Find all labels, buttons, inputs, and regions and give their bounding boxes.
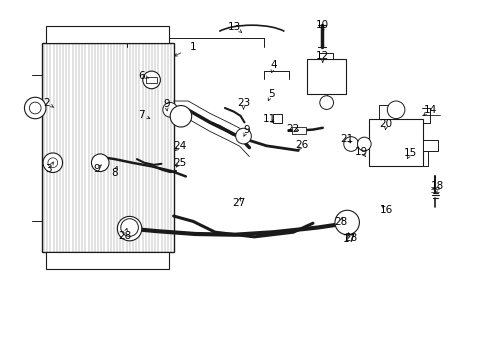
Ellipse shape bbox=[163, 103, 177, 117]
Ellipse shape bbox=[121, 219, 138, 236]
Text: 14: 14 bbox=[423, 105, 436, 115]
Bar bbox=[46, 26, 168, 43]
Text: 13: 13 bbox=[227, 22, 241, 32]
Ellipse shape bbox=[117, 216, 142, 241]
Ellipse shape bbox=[29, 102, 41, 114]
Bar bbox=[272, 114, 281, 123]
Bar bbox=[422, 140, 437, 151]
Text: 9: 9 bbox=[93, 164, 100, 174]
Text: 17: 17 bbox=[342, 234, 356, 244]
Text: 19: 19 bbox=[354, 147, 368, 157]
Text: 9: 9 bbox=[163, 99, 169, 109]
Text: 23: 23 bbox=[236, 98, 250, 108]
Text: 22: 22 bbox=[285, 124, 299, 134]
Ellipse shape bbox=[24, 97, 46, 119]
Text: 27: 27 bbox=[231, 198, 245, 208]
Text: 12: 12 bbox=[315, 51, 329, 61]
Text: 28: 28 bbox=[334, 217, 347, 228]
Text: 9: 9 bbox=[243, 125, 250, 135]
Text: 5: 5 bbox=[267, 89, 274, 99]
Ellipse shape bbox=[343, 137, 358, 151]
Text: 6: 6 bbox=[138, 71, 145, 81]
Text: 11: 11 bbox=[262, 114, 275, 124]
Ellipse shape bbox=[386, 101, 404, 118]
Ellipse shape bbox=[235, 128, 251, 144]
Bar bbox=[368, 119, 422, 166]
Text: 15: 15 bbox=[403, 148, 417, 158]
Text: 26: 26 bbox=[295, 140, 308, 150]
Text: 7: 7 bbox=[138, 110, 145, 120]
Text: 3: 3 bbox=[45, 164, 52, 174]
Ellipse shape bbox=[170, 105, 191, 127]
Text: 8: 8 bbox=[111, 168, 118, 178]
Ellipse shape bbox=[48, 158, 58, 168]
Bar bbox=[41, 43, 173, 252]
Bar bbox=[292, 127, 305, 134]
Ellipse shape bbox=[334, 210, 359, 235]
Ellipse shape bbox=[142, 71, 160, 89]
Bar bbox=[378, 105, 393, 119]
Text: 10: 10 bbox=[316, 20, 328, 30]
Text: 21: 21 bbox=[340, 134, 353, 144]
Bar bbox=[145, 77, 157, 83]
Text: 4: 4 bbox=[270, 60, 277, 70]
Bar bbox=[306, 59, 346, 94]
Text: 16: 16 bbox=[379, 204, 392, 215]
Text: 25: 25 bbox=[173, 158, 186, 168]
Ellipse shape bbox=[319, 96, 333, 109]
Text: 24: 24 bbox=[173, 141, 186, 151]
Text: 20: 20 bbox=[379, 119, 392, 129]
Bar bbox=[319, 53, 332, 59]
Ellipse shape bbox=[357, 137, 370, 151]
Ellipse shape bbox=[91, 154, 109, 171]
Bar bbox=[46, 252, 168, 269]
Text: 28: 28 bbox=[118, 231, 131, 241]
Text: 28: 28 bbox=[344, 233, 357, 243]
Text: 1: 1 bbox=[189, 42, 196, 52]
Text: 2: 2 bbox=[43, 98, 50, 108]
Ellipse shape bbox=[43, 153, 62, 172]
Text: 18: 18 bbox=[430, 181, 444, 192]
